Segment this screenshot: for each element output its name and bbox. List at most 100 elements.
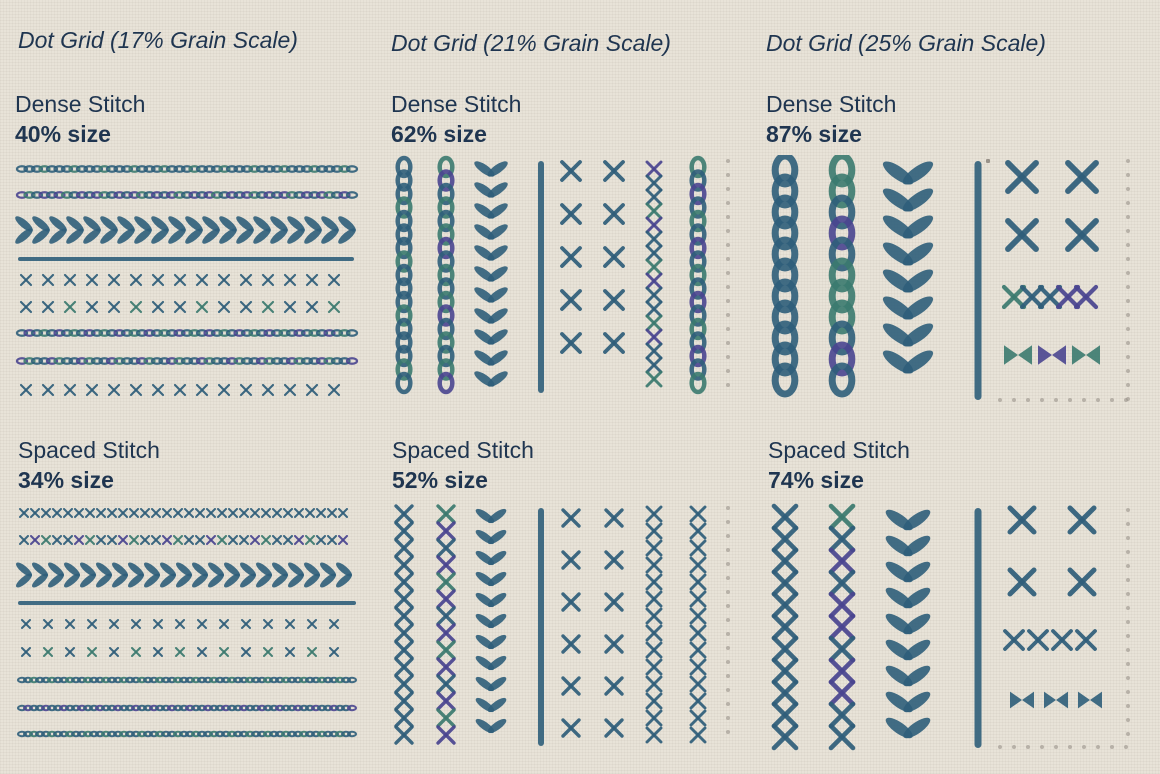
cross-stitch bbox=[689, 641, 707, 659]
chain-stitch bbox=[263, 165, 276, 173]
cross-stitch bbox=[307, 619, 317, 629]
chain-stitch bbox=[240, 165, 254, 173]
chain-stitch bbox=[53, 165, 66, 173]
spaced-size-label: 52% size bbox=[392, 467, 488, 493]
grid-dot bbox=[726, 271, 730, 275]
cross-stitch bbox=[219, 647, 229, 657]
cross-stitch bbox=[96, 508, 106, 518]
chain-stitch bbox=[269, 676, 279, 684]
cross-stitch bbox=[285, 647, 295, 657]
cross-stitch bbox=[217, 273, 231, 287]
chain-stitch bbox=[41, 730, 51, 738]
leaf-stitch bbox=[487, 655, 507, 671]
chain-stitch bbox=[293, 676, 303, 684]
chain-stitch bbox=[330, 329, 344, 337]
chain-stitch bbox=[437, 344, 455, 368]
cross-stitch bbox=[645, 160, 663, 178]
chain-stitch bbox=[38, 191, 51, 199]
chain-stitch bbox=[330, 165, 344, 173]
cross-stitch bbox=[65, 647, 75, 657]
chain-stitch bbox=[689, 236, 707, 260]
chain-stitch bbox=[23, 704, 33, 712]
chain-stitch bbox=[203, 704, 213, 712]
cross-stitch bbox=[19, 508, 29, 518]
cross-stitch bbox=[394, 572, 414, 592]
leaf-stitch bbox=[272, 573, 288, 588]
cross-stitch bbox=[173, 300, 187, 314]
chain-stitch bbox=[30, 357, 44, 365]
cross-stitch bbox=[1051, 629, 1073, 651]
cross-stitch bbox=[645, 641, 663, 659]
chain-stitch bbox=[395, 209, 413, 233]
column-title-21: Dot Grid (21% Grain Scale) bbox=[391, 30, 671, 56]
chain-stitch bbox=[120, 329, 134, 337]
cross-stitch bbox=[43, 647, 53, 657]
chain-stitch bbox=[308, 165, 321, 173]
chain-stitch bbox=[23, 165, 36, 173]
leaf-stitch bbox=[487, 550, 507, 566]
cross-stitch bbox=[645, 556, 663, 574]
chain-stitch bbox=[17, 676, 27, 684]
chain-stitch bbox=[828, 320, 856, 356]
chain-stitch bbox=[137, 676, 147, 684]
grid-dot bbox=[726, 632, 730, 636]
cross-stitch bbox=[305, 383, 319, 397]
cross-stitch bbox=[140, 508, 150, 518]
chain-stitch bbox=[345, 357, 359, 365]
chain-stitch bbox=[191, 730, 201, 738]
grid-dot bbox=[1126, 718, 1130, 722]
cross-stitch bbox=[329, 647, 339, 657]
cross-stitch bbox=[41, 508, 51, 518]
chain-stitch bbox=[173, 704, 183, 712]
chain-stitch bbox=[221, 704, 231, 712]
leaf-stitch bbox=[487, 676, 507, 692]
chain-stitch bbox=[180, 329, 194, 337]
leaf-stitch bbox=[320, 562, 336, 577]
cross-stitch bbox=[21, 619, 31, 629]
chain-stitch bbox=[60, 165, 74, 173]
chain-stitch bbox=[197, 730, 207, 738]
chain-stitch bbox=[240, 357, 254, 365]
chain-stitch bbox=[305, 676, 315, 684]
chain-stitch bbox=[437, 169, 455, 192]
chain-stitch bbox=[299, 676, 309, 684]
chain-stitch bbox=[828, 299, 856, 335]
cross-stitch bbox=[41, 383, 55, 397]
chain-stitch bbox=[185, 730, 195, 738]
cross-stitch bbox=[261, 383, 275, 397]
chain-stitch bbox=[35, 730, 45, 738]
cross-stitch bbox=[129, 535, 139, 545]
chain-stitch bbox=[68, 357, 81, 365]
chain-stitch bbox=[203, 357, 216, 365]
spaced-size-label: 74% size bbox=[768, 467, 864, 493]
cross-stitch bbox=[74, 535, 84, 545]
leaf-stitch bbox=[902, 350, 934, 374]
chain-stitch bbox=[45, 357, 59, 365]
cross-stitch bbox=[261, 300, 275, 314]
leaf-stitch bbox=[304, 573, 320, 588]
chain-stitch bbox=[191, 676, 201, 684]
grid-dot bbox=[1126, 327, 1130, 331]
chain-stitch bbox=[75, 329, 89, 337]
cross-stitch bbox=[603, 203, 625, 225]
cross-stitch bbox=[305, 273, 319, 287]
chain-stitch bbox=[203, 165, 216, 173]
straight-stitch bbox=[18, 601, 356, 605]
leaf-stitch bbox=[240, 562, 256, 577]
leaf-stitch bbox=[903, 587, 931, 609]
chain-stitch bbox=[278, 191, 291, 199]
cross-stitch bbox=[261, 508, 271, 518]
chain-stitch bbox=[195, 357, 209, 365]
chain-stitch bbox=[338, 191, 351, 199]
cross-stitch bbox=[828, 701, 856, 729]
chain-stitch bbox=[828, 173, 856, 209]
leaf-stitch bbox=[192, 573, 208, 588]
grid-dot bbox=[726, 201, 730, 205]
cross-stitch bbox=[1007, 567, 1037, 597]
grid-dot bbox=[726, 702, 730, 706]
cross-stitch bbox=[1003, 629, 1025, 651]
chain-stitch bbox=[179, 704, 189, 712]
spaced-stitch-label: Spaced Stitch bbox=[18, 437, 160, 463]
chain-stitch bbox=[233, 704, 243, 712]
